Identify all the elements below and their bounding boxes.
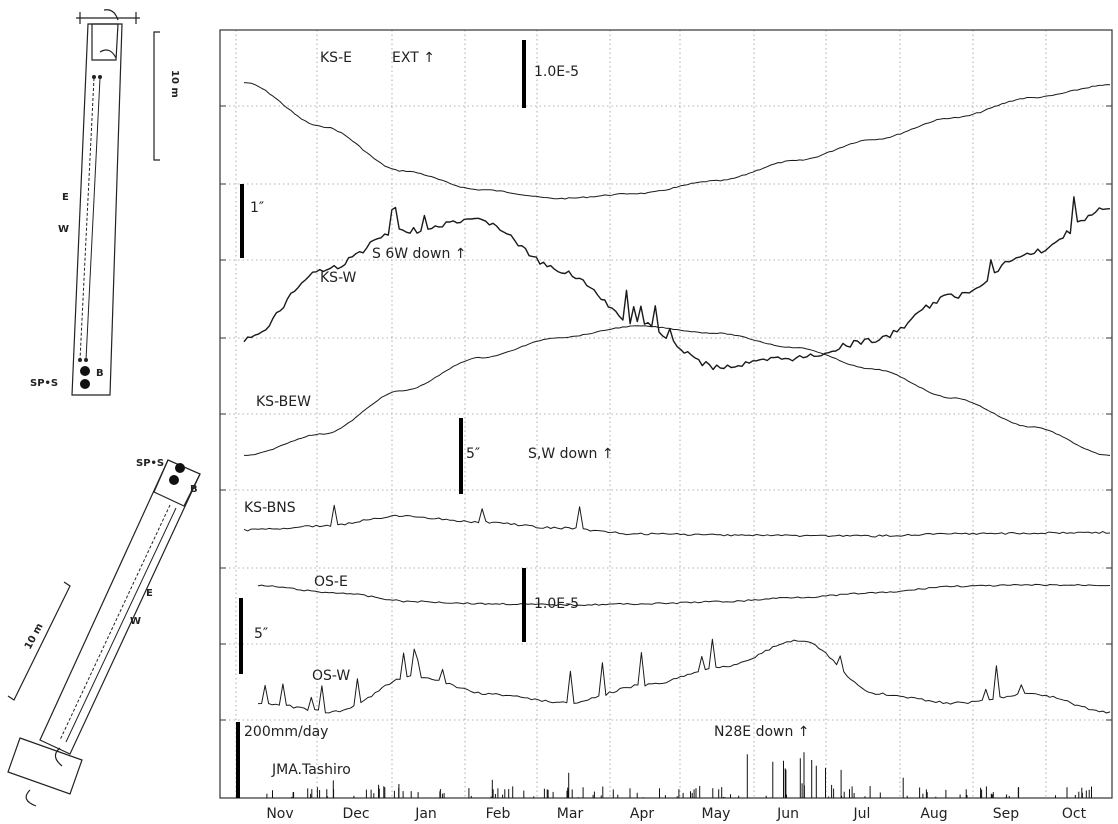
label-sw-down: S,W down ↑ [528,446,614,462]
label-ks-e: KS-E [320,50,352,66]
label-n28e-down: N28E down ↑ [714,724,810,740]
label-ks-w: KS-W [320,270,357,286]
month-label-dec: Dec [342,806,369,822]
top-e-label: E [62,192,69,203]
bottom-sps-label: SP•S [136,458,164,469]
month-label-nov: Nov [266,806,293,822]
label-ext: EXT ↑ [392,50,435,66]
label-os-e: OS-E [314,574,348,590]
month-axis: Nov Dec Jan Feb Mar Apr May Jun Jul Aug Sep Oct [266,806,1086,822]
label-os-w: OS-W [312,668,350,684]
month-label-feb: Feb [486,806,511,822]
trace-os-e [257,583,1111,607]
label-5in: 5″ [466,446,480,462]
trace-ks-w [243,196,1111,371]
month-label-may: May [702,806,731,822]
label-jma-tashiro: JMA.Tashiro [271,762,351,778]
bottom-b-label: B [190,484,198,495]
month-label-aug: Aug [920,806,947,822]
trace-ks-bew [244,325,1111,456]
label-5in-os: 5″ [254,626,268,642]
label-1e5-os: 1.0E-5 [534,596,579,612]
plot-grid [220,30,1112,798]
month-label-apr: Apr [630,806,654,822]
top-b-label: B [96,368,104,379]
label-s6w-down: S 6W down ↑ [372,246,467,262]
rainfall-bars [266,752,1092,798]
top-w-label: W [58,224,69,235]
bottom-length-label: 10 m [23,622,46,652]
label-ks-bns: KS-BNS [244,500,296,516]
label-ks-bew: KS-BEW [256,394,311,410]
label-rain-scale: 200mm/day [244,724,328,740]
label-1e5-top: 1.0E-5 [534,64,579,80]
month-label-jan: Jan [414,806,437,822]
top-sps-label: SP•S [30,378,58,389]
month-label-oct: Oct [1062,806,1087,822]
trace-ks-bns [243,504,1111,538]
month-label-jul: Jul [853,806,871,822]
trace-ks-e [243,82,1111,200]
plot-frame [219,29,1113,799]
traces [243,82,1111,714]
bottom-tunnel-schematic: 10 m SP•S B E W [7,458,201,807]
month-label-mar: Mar [557,806,584,822]
top-length-label: 10 m [169,70,180,98]
bottom-w-label: W [130,616,141,627]
label-1in: 1″ [250,200,264,216]
trace-os-w [257,638,1111,714]
month-label-jun: Jun [776,806,799,822]
month-label-sep: Sep [993,806,1020,822]
bottom-e-label: E [146,588,153,599]
top-tunnel-schematic: 10 m E W SP•S B [30,9,180,396]
